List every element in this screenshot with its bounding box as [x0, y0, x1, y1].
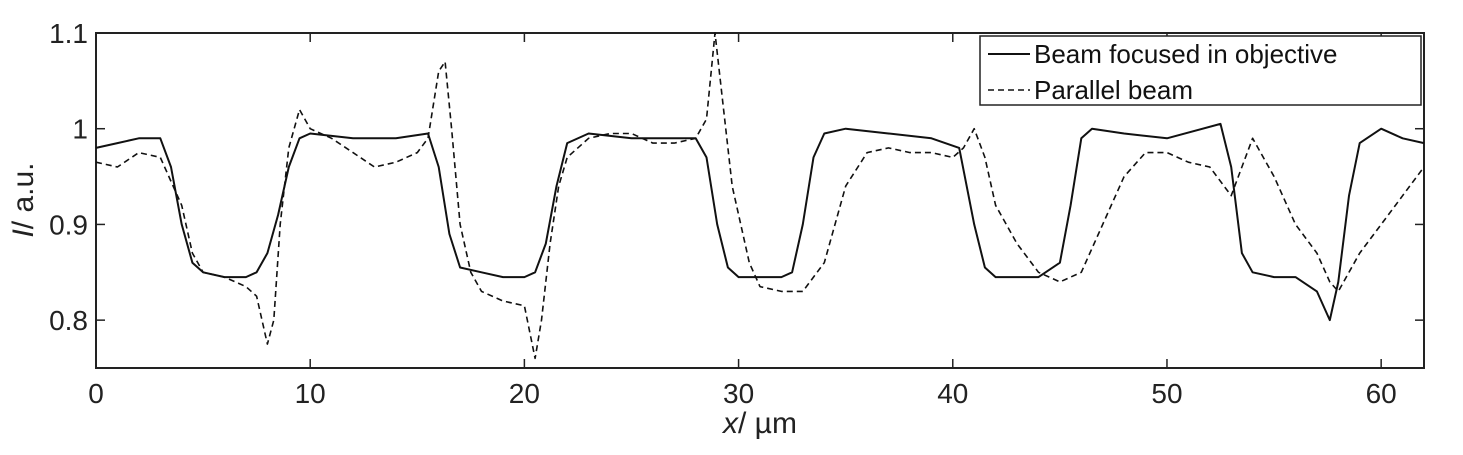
x-tick-label: 20 [509, 378, 540, 409]
series-line-1 [95, 32, 1425, 360]
x-axis-variable: x [721, 407, 739, 440]
legend-label-focused: Beam focused in objective [1034, 39, 1338, 69]
x-axis-label: x/ µm [721, 407, 797, 440]
y-tick-label: 1.1 [49, 18, 88, 49]
y-axis-variable: I [7, 229, 40, 237]
x-tick-label: 50 [1151, 378, 1182, 409]
legend-box [979, 35, 1422, 106]
legend: Beam focused in objective Parallel beam [979, 35, 1422, 106]
y-axis-label: I/ a.u. [7, 162, 40, 237]
y-tick-label: 1 [72, 114, 88, 145]
plot-frame [95, 32, 1425, 369]
x-tick-label: 10 [295, 378, 326, 409]
x-tick-label: 30 [723, 378, 754, 409]
ticks-layer: 0 10 20 30 40 50 60 0.8 0.9 1 1.1 [49, 18, 1424, 409]
x-tick-label: 60 [1366, 378, 1397, 409]
x-tick-label: 0 [88, 378, 104, 409]
legend-label-parallel: Parallel beam [1034, 75, 1193, 105]
series-line-0 [95, 122, 1425, 322]
x-tick-label: 40 [937, 378, 968, 409]
series-layer [95, 32, 1425, 360]
x-axis-unit: / µm [738, 407, 797, 440]
y-tick-label: 0.8 [49, 305, 88, 336]
y-axis-unit: / a.u. [7, 162, 40, 229]
y-tick-label: 0.9 [49, 209, 88, 240]
